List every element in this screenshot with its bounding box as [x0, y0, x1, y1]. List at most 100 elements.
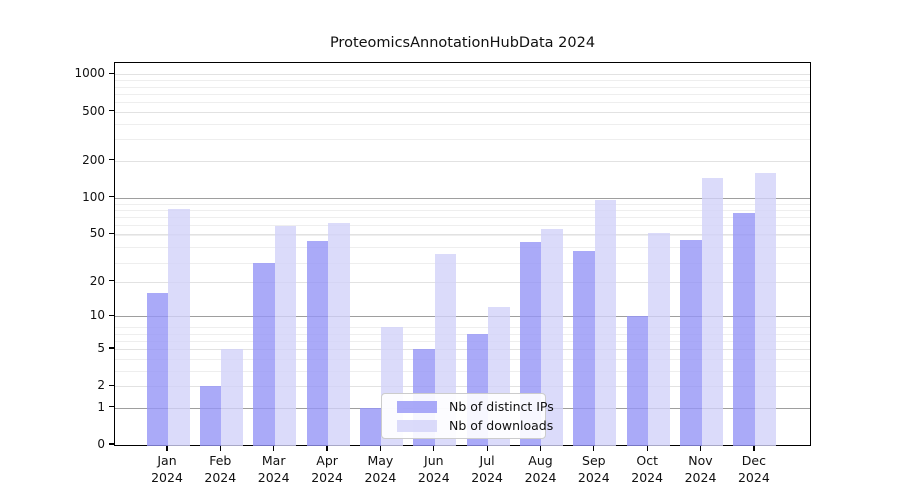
grid-line	[115, 234, 810, 236]
grid-line	[115, 160, 810, 162]
grid-line-minor	[115, 139, 810, 141]
grid-line-minor	[115, 333, 810, 335]
bar-ips-jan	[146, 293, 168, 446]
x-tick-mark	[326, 446, 328, 451]
y-tick-label-2: 2	[97, 378, 105, 393]
x-tick-label-jul: Jul 2024	[471, 453, 503, 485]
y-tick-mark	[109, 406, 114, 408]
x-tick-mark	[273, 446, 275, 451]
y-tick-mark	[109, 195, 114, 198]
x-tick-label-mar: Mar 2024	[257, 453, 290, 485]
y-tick-label-1: 1	[97, 399, 105, 414]
x-tick-label-dec: Dec 2024	[737, 453, 770, 485]
bar-downloads-oct	[648, 233, 670, 446]
bar-ips-mar	[253, 262, 275, 446]
bar-ips-feb	[199, 386, 222, 446]
bar-ips-may	[359, 407, 382, 446]
x-tick-mark	[433, 446, 435, 451]
x-tick-label-may: May 2024	[364, 453, 397, 485]
bar-ips-apr	[306, 240, 329, 446]
x-tick-mark	[219, 446, 222, 451]
grid-line	[115, 111, 810, 113]
legend: Nb of distinct IPs Nb of downloads	[381, 393, 554, 439]
grid-line-major	[115, 316, 810, 318]
x-tick-mark	[539, 446, 542, 451]
grid-line-minor	[115, 80, 810, 82]
grid-line-minor	[115, 370, 810, 372]
grid-line-minor	[115, 210, 810, 211]
bar-ips-nov	[680, 239, 702, 446]
grid-line-minor	[115, 86, 810, 88]
x-tick-label-jun: Jun 2024	[417, 453, 450, 485]
y-tick-label-100: 100	[82, 189, 105, 204]
bar-downloads-dec	[754, 172, 777, 446]
bar-downloads-sep	[594, 199, 617, 446]
grid-line-minor	[115, 93, 810, 95]
y-tick-mark	[109, 384, 114, 386]
grid-line-minor	[115, 358, 810, 360]
grid-line-minor	[115, 123, 810, 125]
x-tick-mark	[699, 446, 702, 451]
bar-downloads-mar	[274, 226, 297, 446]
x-tick-label-sep: Sep 2024	[577, 453, 610, 485]
bar-downloads-aug	[541, 229, 563, 446]
y-tick-mark	[109, 314, 114, 317]
x-tick-mark	[753, 446, 755, 451]
x-tick-mark	[646, 446, 648, 451]
grid-line-minor	[115, 235, 810, 237]
grid-line-minor	[115, 340, 810, 342]
y-tick-mark	[109, 72, 114, 75]
x-tick-label-jan: Jan 2024	[151, 453, 183, 485]
grid-line-minor	[115, 247, 810, 249]
bar-ips-oct	[626, 316, 649, 446]
x-tick-label-oct: Oct 2024	[631, 453, 664, 485]
legend-label-downloads: Nb of downloads	[449, 418, 554, 433]
legend-swatch-downloads-icon	[397, 419, 437, 432]
legend-label-distinct-ips: Nb of distinct IPs	[449, 399, 554, 414]
legend-swatch-distinct-ips-icon	[397, 400, 437, 413]
grid-line-minor	[115, 327, 810, 329]
plot-area: Nb of distinct IPs Nb of downloads	[114, 62, 811, 446]
y-tick-label-50: 50	[89, 226, 105, 241]
y-tick-mark	[109, 280, 114, 282]
legend-item-downloads: Nb of downloads	[382, 417, 553, 434]
bar-downloads-jan	[168, 209, 190, 446]
grid-line-minor	[115, 262, 810, 264]
y-tick-label-20: 20	[89, 273, 105, 288]
y-tick-label-500: 500	[82, 103, 105, 118]
x-tick-mark	[166, 446, 168, 451]
x-tick-mark	[379, 446, 382, 451]
bar-downloads-feb	[221, 348, 243, 446]
grid-line-minor	[115, 203, 810, 205]
x-tick-label-apr: Apr 2024	[311, 453, 343, 485]
grid-line	[115, 74, 810, 76]
bar-ips-sep	[573, 251, 595, 446]
x-tick-mark	[593, 446, 595, 451]
grid-line-minor	[115, 101, 810, 103]
y-tick-label-0: 0	[97, 437, 105, 451]
grid-line	[115, 348, 810, 350]
legend-item-distinct-ips: Nb of distinct IPs	[382, 398, 554, 415]
y-tick-label-10: 10	[89, 308, 105, 323]
x-tick-label-nov: Nov 2024	[684, 453, 717, 485]
chart-title: ProteomicsAnnotationHubData 2024	[329, 35, 596, 51]
x-tick-label-feb: Feb 2024	[204, 453, 237, 485]
x-tick-mark	[486, 446, 488, 451]
bar-ips-dec	[733, 213, 755, 446]
x-tick-label-aug: Aug 2024	[524, 453, 557, 485]
y-tick-mark	[109, 110, 114, 112]
y-tick-label-1000: 1000	[74, 66, 105, 81]
y-tick-label-200: 200	[82, 152, 105, 167]
grid-line	[115, 281, 810, 283]
grid-line	[115, 386, 810, 388]
bar-downloads-apr	[328, 222, 350, 446]
grid-line-minor	[115, 225, 810, 227]
y-tick-label-5: 5	[97, 340, 105, 355]
y-tick-mark	[109, 232, 114, 234]
grid-line-major	[115, 197, 810, 199]
y-tick-mark	[109, 347, 114, 349]
y-tick-mark	[109, 159, 114, 161]
y-tick-mark	[109, 443, 114, 445]
grid-line-minor	[115, 217, 810, 219]
